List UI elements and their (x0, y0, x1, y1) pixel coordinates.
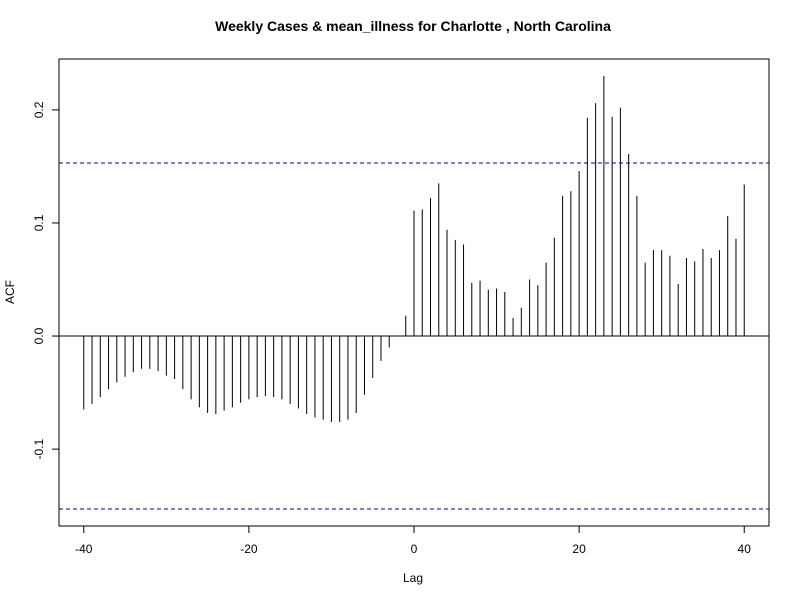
x-axis-label: Lag (403, 571, 423, 585)
acf-bars (83, 75, 745, 422)
x-tick-label: -20 (240, 542, 258, 556)
y-tick-label: 0.2 (32, 101, 46, 118)
y-axis: -0.1 0.0 0.1 0.2 (32, 101, 60, 459)
chart-title: Weekly Cases & mean_illness for Charlott… (215, 18, 611, 34)
y-tick-label: 0.1 (32, 214, 46, 231)
x-tick-label: 20 (572, 542, 586, 556)
confidence-bounds (59, 162, 769, 510)
y-tick-label: -0.1 (32, 438, 46, 459)
x-tick-label: 40 (738, 542, 752, 556)
x-axis: -40 -20 0 20 40 (75, 525, 752, 556)
y-tick-label: 0.0 (32, 327, 46, 344)
x-tick-label: 0 (411, 542, 418, 556)
y-axis-label: ACF (3, 280, 17, 304)
x-tick-label: -40 (75, 542, 93, 556)
